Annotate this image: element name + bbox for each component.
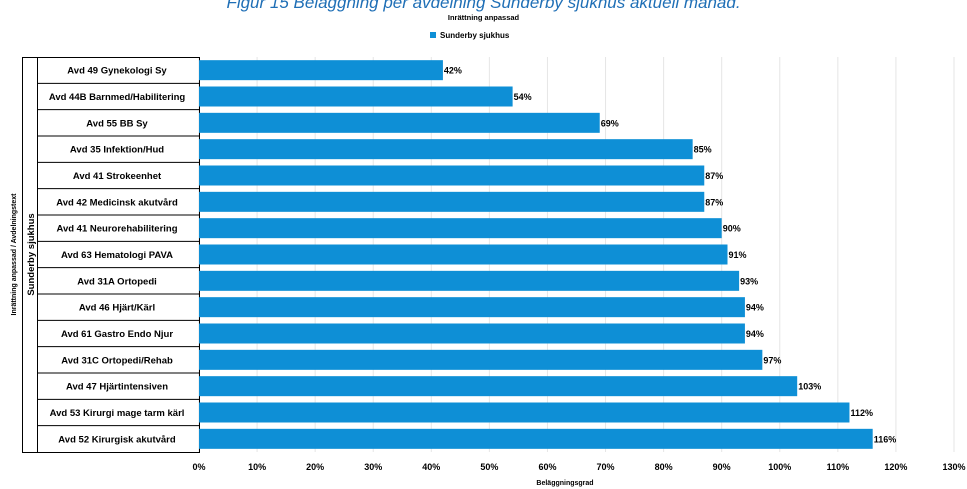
x-tick-label: 0% <box>192 462 205 472</box>
bar <box>199 218 722 239</box>
group-label: Sunderby sjukhus <box>26 213 37 295</box>
category-label: Avd 35 Infektion/Hud <box>70 145 164 156</box>
x-tick-label: 20% <box>306 462 324 472</box>
value-label: 91% <box>729 250 747 260</box>
bars <box>199 60 873 449</box>
value-label: 116% <box>874 434 897 444</box>
value-label: 85% <box>694 145 712 155</box>
bar <box>199 112 600 133</box>
value-label: 69% <box>601 118 619 128</box>
bar <box>199 191 705 212</box>
category-label: Avd 52 Kirurgisk akutvård <box>58 434 176 445</box>
value-label: 87% <box>705 171 723 181</box>
x-tick-label: 110% <box>827 462 850 472</box>
bar <box>199 139 693 160</box>
y-axis-title: Inrättning anpassad / Avdelningstext <box>11 193 18 316</box>
x-tick-label: 120% <box>884 462 907 472</box>
bar <box>199 165 705 186</box>
bar <box>199 86 513 107</box>
category-label: Avd 42 Medicinsk akutvård <box>56 197 178 208</box>
value-label: 94% <box>746 329 764 339</box>
x-tick-label: 80% <box>655 462 673 472</box>
category-label: Avd 47 Hjärtintensiven <box>66 382 168 393</box>
x-tick-label: 60% <box>538 462 556 472</box>
category-label: Avd 63 Hematologi PAVA <box>61 250 173 261</box>
category-label: Avd 49 Gynekologi Sy <box>67 66 167 77</box>
x-tick-label: 40% <box>422 462 440 472</box>
category-label: Avd 55 BB Sy <box>86 118 148 129</box>
x-tick-label: 130% <box>942 462 965 472</box>
x-tick-label: 30% <box>364 462 382 472</box>
value-label: 87% <box>705 197 723 207</box>
bar <box>199 376 798 397</box>
value-label: 54% <box>514 92 532 102</box>
legend-label: Sunderby sjukhus <box>440 30 510 40</box>
bar <box>199 323 745 344</box>
value-label: 94% <box>746 303 764 313</box>
value-label: 103% <box>798 382 821 392</box>
category-label: Avd 44B Barnmed/Habilitering <box>49 92 186 103</box>
bar <box>199 297 745 318</box>
value-label: 112% <box>850 408 873 418</box>
value-label: 97% <box>763 355 781 365</box>
value-label: 42% <box>444 66 462 76</box>
x-tick-label: 10% <box>248 462 266 472</box>
value-label: 90% <box>723 224 741 234</box>
category-label: Avd 61 Gastro Endo Njur <box>61 329 173 340</box>
category-label: Avd 31C Ortopedi/Rehab <box>61 355 173 366</box>
legend-title: Inrättning anpassad <box>447 13 520 22</box>
x-axis-title: Beläggningsgrad <box>536 480 593 487</box>
x-tick-label: 50% <box>480 462 498 472</box>
category-label: Avd 31A Ortopedi <box>77 276 157 287</box>
bar <box>199 349 763 370</box>
bar <box>199 244 728 265</box>
category-axis-frame <box>22 57 200 453</box>
bar <box>199 402 850 423</box>
labels: 0% 10% 20% 30% 40% 50% 60% 70% 80% 90% 100% 110% 120… <box>11 66 966 487</box>
bar <box>199 60 443 81</box>
x-tick-label: 90% <box>713 462 731 472</box>
x-tick-label: 70% <box>597 462 615 472</box>
legend-entry: Sunderby sjukhus <box>430 29 509 41</box>
category-label: Avd 41 Neurorehabilitering <box>56 224 177 235</box>
figure-title: Figur 15 Beläggning per avdelning Sunder… <box>226 0 741 12</box>
bar <box>199 270 740 291</box>
category-label: Avd 41 Strokeenhet <box>73 171 162 182</box>
category-label: Avd 53 Kirurgi mage tarm kärl <box>50 408 185 419</box>
value-label: 93% <box>740 276 758 286</box>
legend-swatch <box>430 32 436 38</box>
bar <box>199 428 873 449</box>
category-label: Avd 46 Hjärt/Kärl <box>79 303 155 314</box>
x-tick-label: 100% <box>768 462 791 472</box>
